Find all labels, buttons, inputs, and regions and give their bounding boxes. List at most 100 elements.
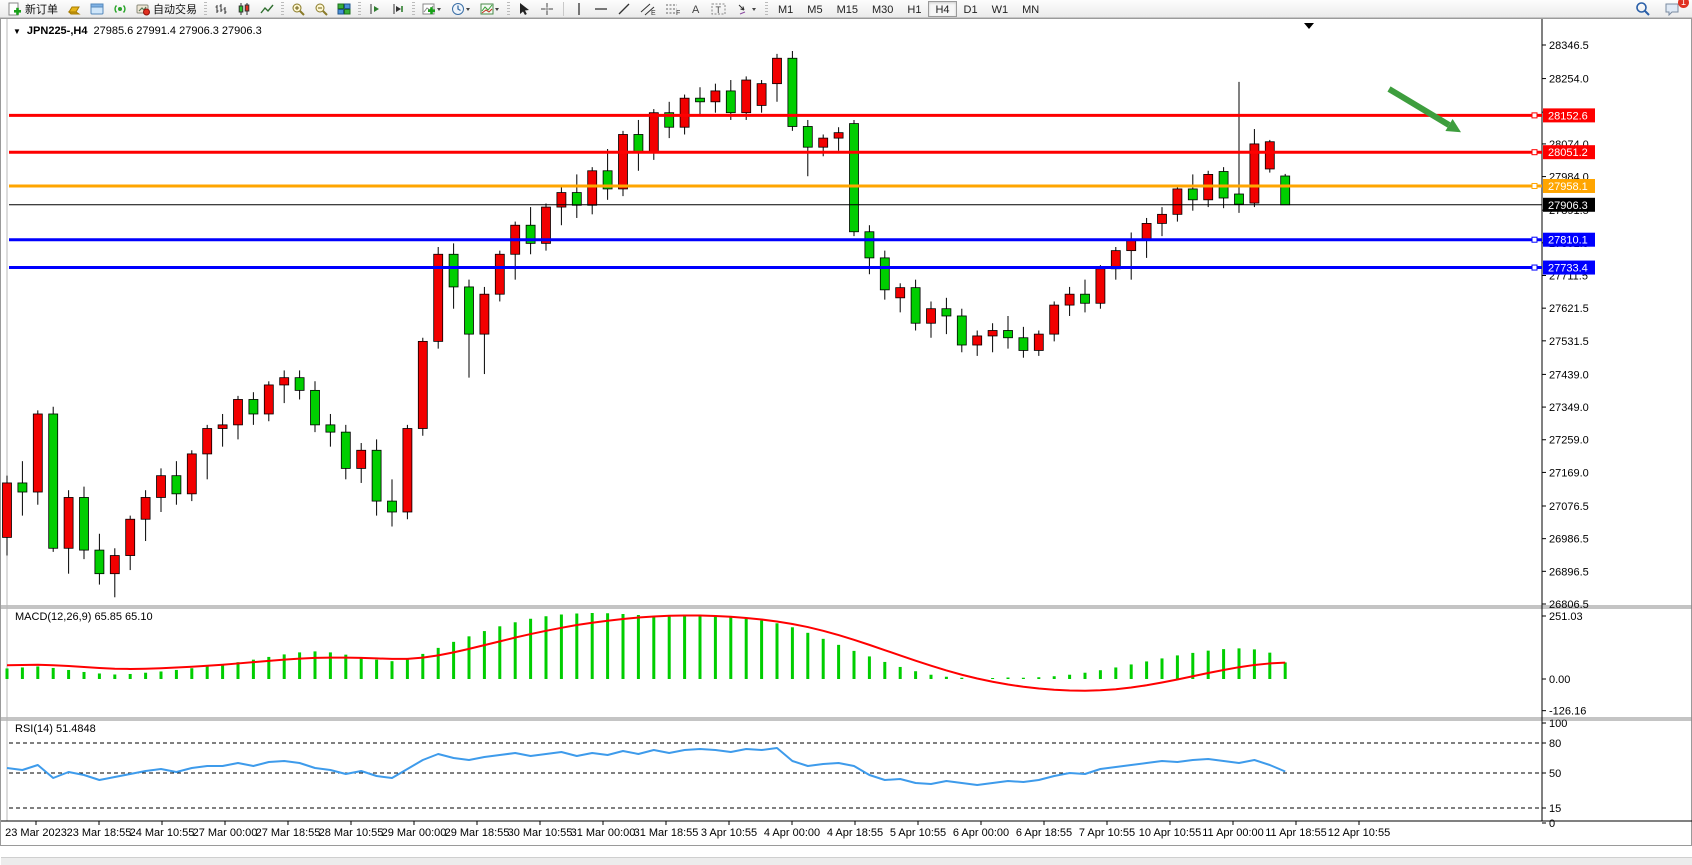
timeframe-m15[interactable]: M15 [836,3,858,16]
timeframe-h1[interactable]: H1 [907,3,922,16]
timeframe-w1[interactable]: W1 [991,3,1009,16]
text-tool-button[interactable]: A [686,1,706,17]
price-tick-label: 27076.5 [1549,501,1589,513]
time-tick-label: 30 Mar 10:55 [508,827,573,839]
macd-signal-line [6,614,1286,692]
macd-tick-label: 251.03 [1549,611,1583,623]
trendline-tool-button[interactable] [613,1,635,17]
gold-instrument-button[interactable] [63,1,85,17]
time-tick-label: 29 Mar 18:55 [445,827,510,839]
rsi-pane[interactable]: 100 80 50 15 0 [6,718,1567,830]
price-label-box [1543,145,1595,160]
macd-tick-label: -126.16 [1549,706,1586,718]
auto-scroll-button[interactable] [364,1,386,17]
time-tick-label: 31 Mar 18:55 [634,827,699,839]
time-tick-label: 7 Apr 10:55 [1079,827,1135,839]
time-tick-label: 10 Apr 10:55 [1139,827,1201,839]
candle-body [448,253,459,288]
templates-button[interactable] [476,1,504,17]
annotation-arrow-shaft[interactable] [1387,86,1451,128]
time-tick-label: 24 Mar 10:55 [130,827,195,839]
price-levels[interactable] [9,112,1542,271]
candle-body [895,287,906,299]
candle-body [48,413,59,549]
horizontal-line-tool-button[interactable] [590,1,612,17]
candle-body [956,315,967,346]
level-handle[interactable] [1531,182,1538,189]
annotation-arrow-head[interactable] [1445,118,1462,133]
level-handle[interactable] [1531,112,1538,119]
time-tick-label: 28 Mar 10:55 [319,827,384,839]
candle-body [63,497,74,549]
candle-body [618,134,628,190]
time-tick-label: 11 Apr 18:55 [1265,827,1327,839]
new-order-button[interactable]: 新订单 [4,1,62,17]
time-tick-label: 3 Apr 10:55 [701,827,757,839]
chart-canvas[interactable]: 28346.528254.028161.528074.027984.027891… [1,19,1692,847]
fibonacci-tool-button[interactable]: F [661,1,685,17]
rsi-tick-label: 100 [1549,718,1567,730]
timeframe-d1[interactable]: D1 [963,3,978,16]
timeframe-h4[interactable]: H4 [928,0,957,17]
zoom-out-button[interactable] [310,1,332,17]
autotrading-icon [136,2,150,16]
candle-body [494,253,505,295]
candle-body [987,330,998,337]
zoom-in-button[interactable] [287,1,309,17]
chart-shift-button[interactable] [387,1,409,17]
time-tick-label: 31 Mar 00:00 [571,827,636,839]
text-label-tool-button[interactable]: T [707,1,731,17]
cursor-tool-button[interactable] [513,1,535,17]
level-handle[interactable] [1531,236,1538,243]
svg-text:T: T [716,5,722,15]
crosshair-tool-button[interactable] [536,1,558,17]
timeframe-group: M1 M5 M15 M30 H1 H4 D1 W1 MN [771,0,1046,17]
candle-body [833,132,844,139]
autotrading-button[interactable]: 自动交易 [132,1,201,17]
candlestick-mode-button[interactable] [233,1,255,17]
candle-body [664,112,675,128]
bar-chart-mode-button[interactable] [210,1,232,17]
timeframe-m30[interactable]: M30 [871,3,894,16]
candle-body [94,549,105,575]
rsi-tick-label: 15 [1549,803,1561,815]
symbol-collapse-icon[interactable]: ▼ [13,26,21,36]
candle-body [802,126,813,148]
timeframe-mn[interactable]: MN [1022,3,1040,16]
timeframe-m5[interactable]: M5 [807,3,823,16]
svg-text:E: E [651,10,656,16]
indicators-button[interactable] [418,1,446,17]
candle-body [1064,293,1075,306]
candle-body [1264,141,1275,170]
shapes-arrows-tool-button[interactable] [732,1,762,17]
macd-pane[interactable]: 251.03 0.00 -126.16 [5,611,1586,718]
notifications-button[interactable]: 1 [1660,0,1689,17]
candle-body [864,231,875,259]
notification-badge: 1 [1678,0,1689,8]
candle-body [340,431,351,469]
time-tick-label: 11 Apr 00:00 [1202,827,1264,839]
vertical-line-tool-button[interactable] [569,1,589,17]
chart-window[interactable]: 28346.528254.028161.528074.027984.027891… [0,18,1692,865]
candle-body [941,308,952,317]
candle-body [156,475,166,498]
level-handle[interactable] [1531,149,1538,156]
candle-body [1141,223,1152,241]
chart-shift-marker[interactable] [1304,23,1314,29]
status-strip [1,857,1692,865]
line-chart-mode-button[interactable] [256,1,278,17]
search-button[interactable] [1631,1,1654,17]
price-label-box [1543,232,1595,247]
time-tick-label: 4 Apr 00:00 [764,827,820,839]
price-axis[interactable]: 28346.528254.028161.528074.027984.027891… [1542,40,1589,611]
timeframe-m1[interactable]: M1 [778,3,794,16]
level-handle[interactable] [1531,264,1538,271]
market-watch-window-button[interactable] [86,1,108,17]
equidistant-channel-tool-button[interactable]: E [636,1,660,17]
symbol-title[interactable]: ▼ JPN225-,H4 27985.6 27991.4 27906.3 279… [13,25,262,37]
signal-button[interactable] [109,1,131,17]
tile-windows-button[interactable] [333,1,355,17]
candle-body [310,389,320,426]
periods-button[interactable] [447,1,475,17]
